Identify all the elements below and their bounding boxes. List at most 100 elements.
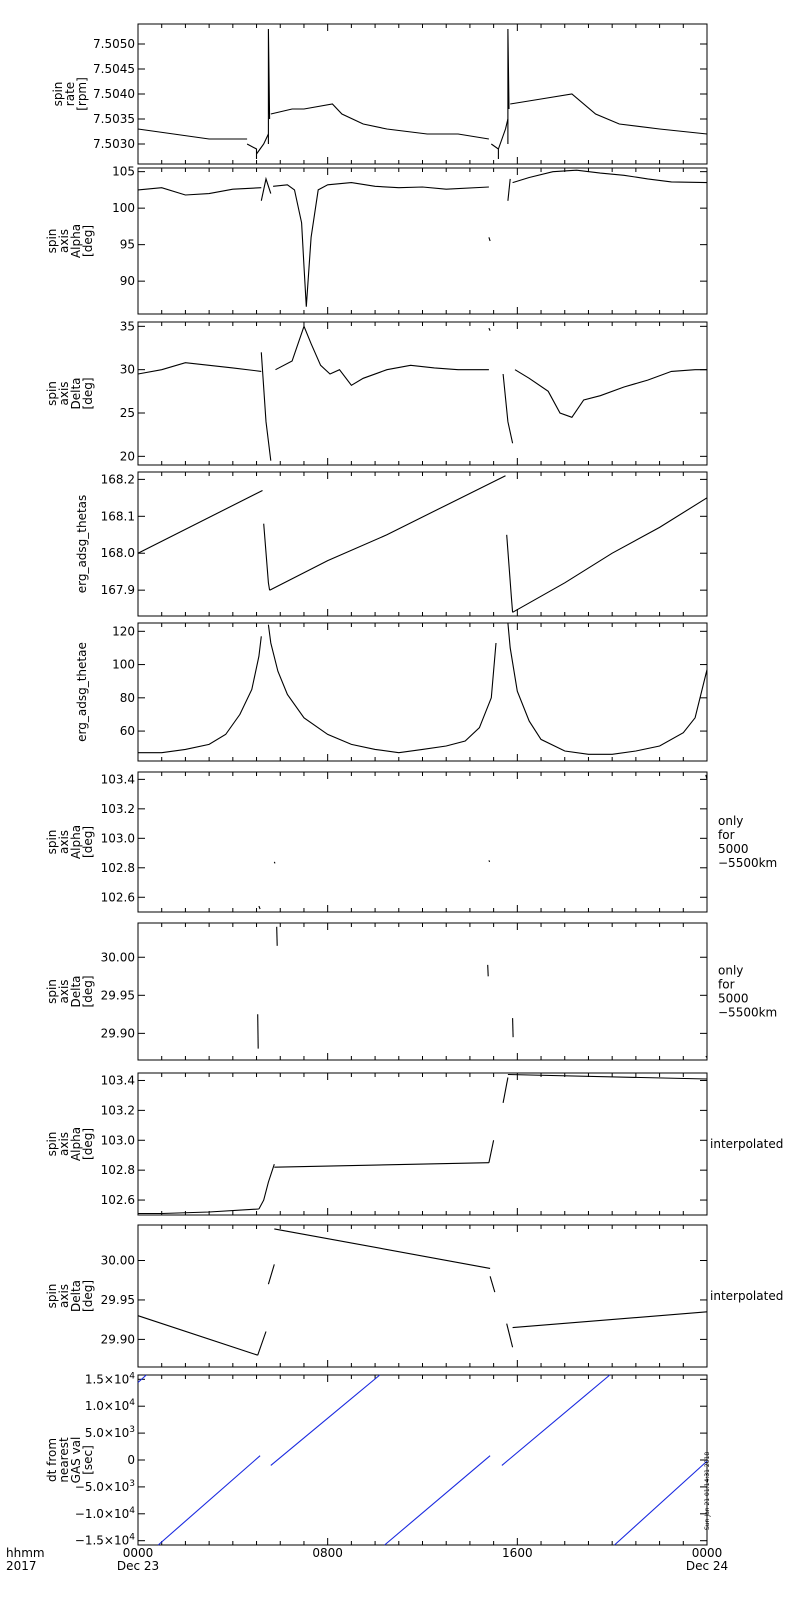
x-tick-label: 1600 [502,1546,533,1560]
y-tick-label-mantissa: −1.0×10 [75,1507,129,1521]
y-axis-label: spin [45,381,59,406]
time-axis-row1-label: hhmm [6,1546,45,1560]
chart-panel-1: 7.5030 7.5035 7.5040 7.5045 7.5050 spinrate[r… [51,23,708,165]
plot-frame [137,622,708,762]
chart-panel-10: −1.5×104−1.0×104−5.0×10305.0×1031.0×1041… [45,1371,708,1548]
y-axis-label: Alpha [69,224,83,258]
y-tick-label: 35 [120,319,135,333]
series-line [273,182,489,307]
right-note: only [718,964,743,978]
y-tick-label-mantissa: 5.0×10 [85,1426,129,1440]
y-tick-label: 25 [120,406,135,420]
x-tick-date: Dec 24 [686,1559,728,1573]
y-tick-label: 103.0 [101,1133,135,1147]
right-note: for [718,978,735,992]
y-axis-label: nearest [57,1437,71,1483]
y-tick-label: 60 [120,724,135,738]
series-line [257,1014,259,1049]
y-tick-label-mantissa: −1.5×10 [75,1534,129,1548]
series-line [512,1311,708,1329]
series-line [273,861,276,864]
y-axis-label: [sec] [81,1445,95,1475]
plot-frame [137,771,708,913]
series-line [246,143,258,159]
y-tick-label-mantissa: −5.0×10 [75,1480,129,1494]
series-line [258,905,261,910]
y-tick-label: 7.5045 [93,62,135,76]
series-line [502,1077,509,1104]
right-note: interpolated [710,1137,783,1151]
x-tick-date: Dec 23 [117,1559,159,1573]
y-tick-label: 5.0×103 [85,1425,135,1440]
y-tick-label: 90 [120,274,135,288]
y-tick-label: 102.6 [101,1193,135,1207]
right-note: interpolated [710,1289,783,1303]
date-stamp: Sun Jan 21 01:14:31 2018 [704,1452,711,1530]
right-note: −5500km [718,1006,777,1020]
y-tick-label: 100 [112,658,135,672]
series-line [705,774,708,780]
y-tick-label-mantissa: 1.0×10 [85,1399,129,1413]
y-axis-label: Alpha [69,1127,83,1161]
y-tick-label: −1.5×104 [75,1533,135,1548]
series-line [157,1455,261,1546]
y-tick-label-exponent: 4 [129,1533,135,1543]
y-axis-label: spin [45,1132,59,1157]
series-line [267,28,271,144]
y-axis-label: GAS val [69,1437,83,1484]
y-tick-label: 0 [127,1453,135,1467]
y-axis-label: [deg] [81,1280,95,1312]
y-tick-label: 29.90 [101,1026,135,1040]
series-line [260,352,272,461]
y-tick-label-exponent: 3 [129,1425,135,1435]
y-tick-label-mantissa: 0 [127,1453,135,1467]
y-tick-label: 1.0×104 [85,1398,135,1413]
y-axis-label: spin [45,229,59,254]
series-line [488,327,491,331]
y-tick-label: 7.5035 [93,112,135,126]
series-line [507,28,510,144]
y-axis-label: [deg] [81,826,95,858]
series-line [705,1055,708,1059]
series-line [506,534,514,613]
y-tick-label: 30.00 [101,1254,135,1268]
right-note: 5000 [718,842,749,856]
right-note: only [718,814,743,828]
x-tick-label: 0800 [312,1546,343,1560]
y-tick-label-exponent: 4 [129,1371,135,1381]
series-line [487,964,489,977]
y-tick-label-mantissa: 1.5×10 [85,1372,129,1386]
series-line [614,1460,708,1546]
series-line [514,369,707,418]
series-line [269,475,506,591]
series-line [274,1228,491,1269]
y-tick-label: 168.1 [101,509,135,523]
plot-frame [137,922,708,1061]
y-axis-label: [rpm] [75,77,89,111]
y-tick-label: 95 [120,238,135,252]
series-line [488,237,491,242]
y-tick-label: 103.4 [101,1073,135,1087]
series-line [489,1276,496,1293]
y-axis-label: Delta [69,975,83,1007]
y-tick-label: 30 [120,363,135,377]
y-tick-label: 7.5040 [93,87,135,101]
series-line [384,1455,491,1546]
x-tick-label: 0000 [692,1546,723,1560]
series-line [137,187,262,196]
y-tick-label: 80 [120,691,135,705]
y-axis-label: [deg] [81,976,95,1008]
plot-frame [137,1374,708,1546]
y-axis-label: Alpha [69,825,83,859]
series-line [267,1264,275,1285]
y-axis-label: [deg] [81,225,95,257]
series-line [507,1073,708,1080]
y-tick-label: 120 [112,624,135,638]
y-axis-label: axis [57,1284,71,1308]
y-tick-label: 105 [112,165,135,179]
series-line [507,622,708,755]
y-tick-label: 102.8 [101,1163,135,1177]
